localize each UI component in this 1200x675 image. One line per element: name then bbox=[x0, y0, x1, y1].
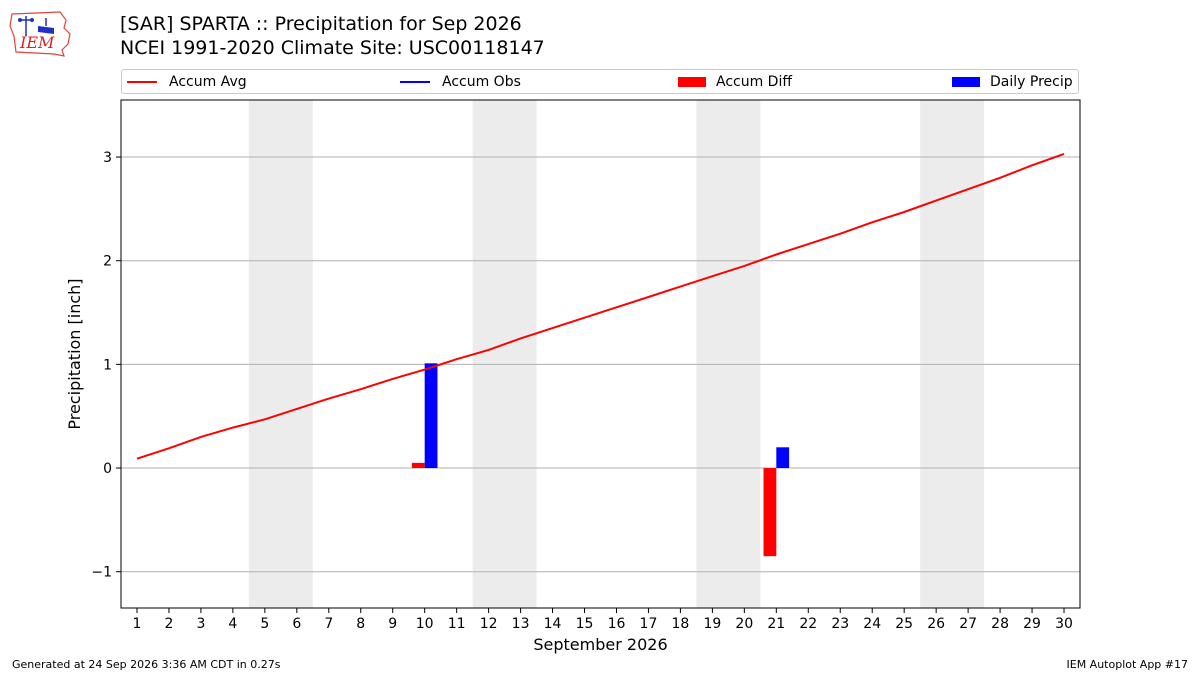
x-tick-label: 8 bbox=[356, 616, 365, 632]
x-tick-label: 4 bbox=[228, 616, 237, 632]
y-tick-label: −1 bbox=[91, 565, 112, 581]
accum-avg-line bbox=[136, 152, 1065, 460]
x-tick-label: 1 bbox=[133, 616, 142, 632]
y-tick-label: 3 bbox=[103, 150, 112, 166]
footer-app: IEM Autoplot App #17 bbox=[1066, 658, 1189, 671]
weekend-band bbox=[920, 100, 985, 608]
legend-label: Daily Precip bbox=[990, 73, 1073, 90]
x-tick-label: 20 bbox=[735, 616, 753, 632]
daily-precip-bar bbox=[776, 447, 790, 469]
legend-item-accum-obs: Accum Obs bbox=[400, 70, 521, 93]
x-tick-label: 23 bbox=[831, 616, 849, 632]
x-tick-label: 24 bbox=[863, 616, 881, 632]
y-axis-label: Precipitation [inch] bbox=[65, 278, 84, 429]
footer-generated: Generated at 24 Sep 2026 3:36 AM CDT in … bbox=[12, 658, 281, 671]
legend-label: Accum Diff bbox=[716, 73, 793, 90]
chart-legend: Accum Avg Accum Obs Accum Diff Daily Pre… bbox=[121, 69, 1079, 94]
x-tick-label: 9 bbox=[388, 616, 397, 632]
weekend-band bbox=[472, 100, 537, 608]
legend-swatch bbox=[127, 80, 157, 83]
weekend-band bbox=[696, 100, 761, 608]
x-tick-label: 2 bbox=[164, 616, 173, 632]
x-tick-label: 21 bbox=[767, 616, 785, 632]
title-line-2: NCEI 1991-2020 Climate Site: USC00118147 bbox=[120, 37, 545, 59]
x-tick-label: 12 bbox=[480, 616, 498, 632]
x-tick-label: 10 bbox=[416, 616, 434, 632]
accum-diff-bar bbox=[763, 468, 777, 557]
x-tick-label: 18 bbox=[672, 616, 690, 632]
legend-label: Accum Obs bbox=[442, 73, 521, 90]
y-tick-label: 0 bbox=[103, 461, 112, 477]
x-tick-label: 16 bbox=[608, 616, 626, 632]
legend-item-accum-diff: Accum Diff bbox=[678, 70, 792, 93]
x-tick-label: 19 bbox=[703, 616, 721, 632]
logo-text: IEM bbox=[19, 33, 55, 52]
y-tick-label: 1 bbox=[103, 357, 112, 373]
x-tick-label: 13 bbox=[512, 616, 530, 632]
x-tick-label: 27 bbox=[959, 616, 977, 632]
x-tick-label: 5 bbox=[260, 616, 269, 632]
x-tick-label: 30 bbox=[1055, 616, 1073, 632]
x-tick-label: 17 bbox=[640, 616, 658, 632]
x-tick-label: 15 bbox=[576, 616, 594, 632]
legend-label: Accum Avg bbox=[169, 73, 247, 90]
accum-diff-bar bbox=[411, 462, 425, 469]
x-tick-label: 7 bbox=[324, 616, 333, 632]
chart-title: [SAR] SPARTA :: Precipitation for Sep 20… bbox=[120, 12, 545, 60]
x-axis-label: September 2026 bbox=[533, 635, 667, 654]
x-tick-label: 26 bbox=[927, 616, 945, 632]
weekend-band bbox=[248, 100, 313, 608]
x-tick-label: 11 bbox=[448, 616, 466, 632]
daily-precip-bar bbox=[424, 363, 438, 469]
title-line-1: [SAR] SPARTA :: Precipitation for Sep 20… bbox=[120, 13, 522, 35]
x-tick-label: 28 bbox=[991, 616, 1009, 632]
plot-frame bbox=[120, 99, 1081, 609]
x-tick-label: 22 bbox=[799, 616, 817, 632]
legend-item-accum-avg: Accum Avg bbox=[127, 70, 247, 93]
x-tick-label: 25 bbox=[895, 616, 913, 632]
legend-swatch bbox=[678, 76, 706, 87]
y-tick-label: 2 bbox=[103, 254, 112, 270]
x-tick-label: 6 bbox=[292, 616, 301, 632]
legend-item-daily-precip: Daily Precip bbox=[952, 70, 1073, 93]
x-tick-label: 3 bbox=[196, 616, 205, 632]
x-tick-label: 29 bbox=[1023, 616, 1041, 632]
x-tick-label: 14 bbox=[544, 616, 562, 632]
legend-swatch bbox=[400, 80, 430, 83]
legend-swatch bbox=[952, 76, 980, 87]
iem-logo: IEM bbox=[8, 6, 78, 58]
